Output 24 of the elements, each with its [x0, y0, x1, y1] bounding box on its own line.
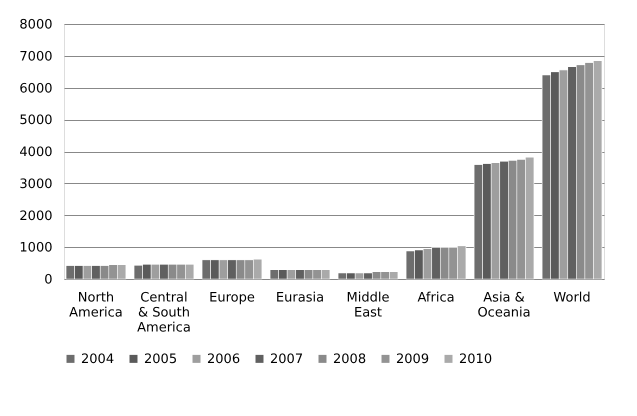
y-tick-label: 5000	[19, 113, 52, 128]
x-tick-label: World	[553, 290, 591, 306]
y-tick-label: 1000	[19, 240, 52, 256]
legend-label: 2009	[396, 352, 430, 367]
y-tick-label: 8000	[19, 18, 52, 32]
x-tick-label: North America	[69, 290, 123, 320]
x-tick-label: Europe	[209, 290, 255, 306]
legend-label: 2007	[270, 352, 304, 367]
y-tick-label: 4000	[19, 145, 52, 160]
x-tick-label: Eurasia	[276, 290, 324, 306]
x-tick-label: Central & South America	[137, 290, 191, 336]
legend-label: 2004	[81, 352, 114, 367]
legend-label: 2006	[207, 352, 240, 367]
x-tick-label: Middle East	[346, 290, 390, 320]
x-tick-label: Asia & Oceania	[477, 290, 531, 320]
y-tick-label: 0	[44, 272, 52, 288]
legend-label: 2008	[333, 352, 366, 367]
legend-label: 2010	[459, 352, 492, 367]
y-tick-label: 2000	[19, 208, 52, 224]
legend-label: 2005	[144, 352, 178, 367]
y-tick-label: 7000	[19, 49, 52, 64]
y-tick-label: 3000	[19, 176, 52, 192]
x-tick-label: Africa	[417, 290, 455, 306]
y-tick-label: 6000	[19, 81, 52, 96]
